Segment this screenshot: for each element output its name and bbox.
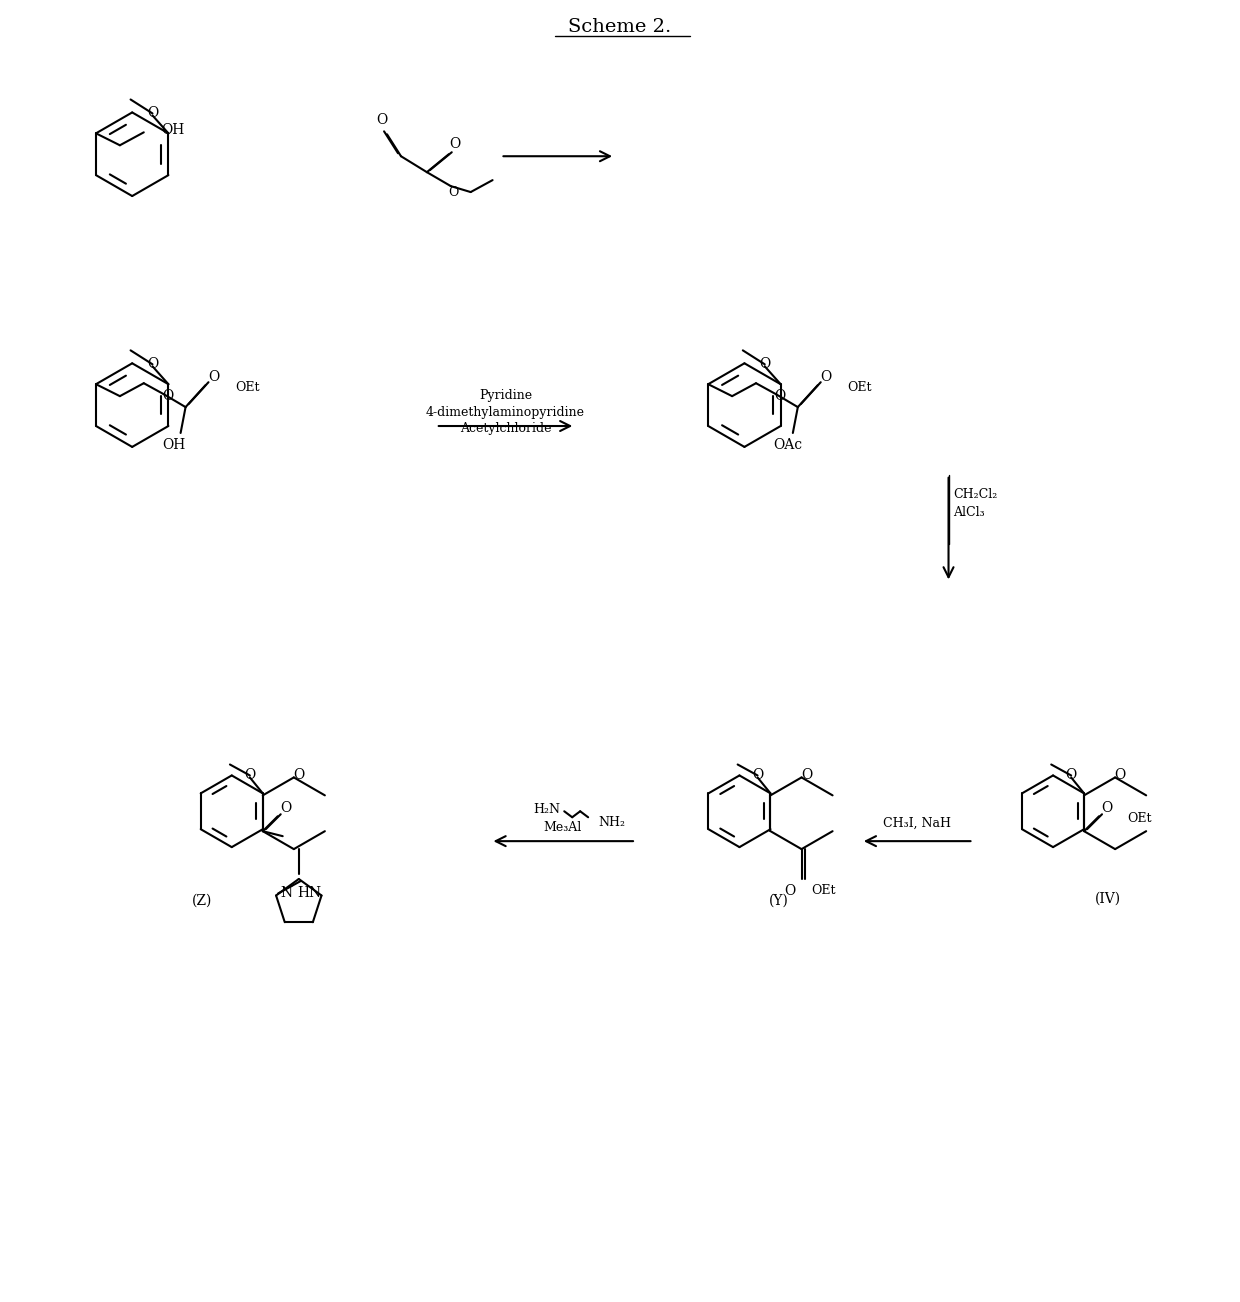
Text: O: O <box>377 113 388 128</box>
Text: HN: HN <box>298 887 321 901</box>
Text: O: O <box>208 370 219 384</box>
Text: (Z): (Z) <box>192 894 212 907</box>
Text: O: O <box>146 357 159 371</box>
Text: (IV): (IV) <box>1095 892 1121 906</box>
Text: OEt: OEt <box>236 380 260 393</box>
Text: OH: OH <box>162 437 185 452</box>
Text: OEt: OEt <box>811 884 836 897</box>
Text: O: O <box>801 768 812 783</box>
Text: O: O <box>244 768 255 783</box>
Text: (Y): (Y) <box>769 894 789 907</box>
Text: Acetylchloride: Acetylchloride <box>460 423 552 435</box>
Text: O: O <box>820 370 831 384</box>
Text: H₂N: H₂N <box>533 803 560 816</box>
Text: O: O <box>280 801 291 815</box>
Text: AlCl₃: AlCl₃ <box>954 506 985 519</box>
Text: O: O <box>1115 768 1126 783</box>
Text: O: O <box>449 137 460 151</box>
Text: CH₂Cl₂: CH₂Cl₂ <box>954 488 998 501</box>
Text: O: O <box>1065 768 1076 783</box>
Text: O: O <box>784 884 795 898</box>
Text: OH: OH <box>161 124 185 137</box>
Text: Scheme 2.: Scheme 2. <box>568 18 672 36</box>
Text: O: O <box>146 107 159 120</box>
Text: O: O <box>449 186 459 199</box>
Text: N: N <box>280 887 293 901</box>
Text: OAc: OAc <box>774 437 802 452</box>
Text: Pyridine: Pyridine <box>479 389 532 401</box>
Text: O: O <box>751 768 763 783</box>
Text: OEt: OEt <box>1127 811 1152 824</box>
Text: O: O <box>162 389 174 404</box>
Text: OEt: OEt <box>848 380 872 393</box>
Text: NH₂: NH₂ <box>598 816 625 829</box>
Text: O: O <box>759 357 770 371</box>
Text: O: O <box>293 768 305 783</box>
Text: CH₃I, NaH: CH₃I, NaH <box>883 816 951 829</box>
Text: 4-dimethylaminopyridine: 4-dimethylaminopyridine <box>427 406 585 418</box>
Text: Me₃Al: Me₃Al <box>543 820 582 833</box>
Text: O: O <box>1101 801 1112 815</box>
Text: O: O <box>774 389 785 404</box>
